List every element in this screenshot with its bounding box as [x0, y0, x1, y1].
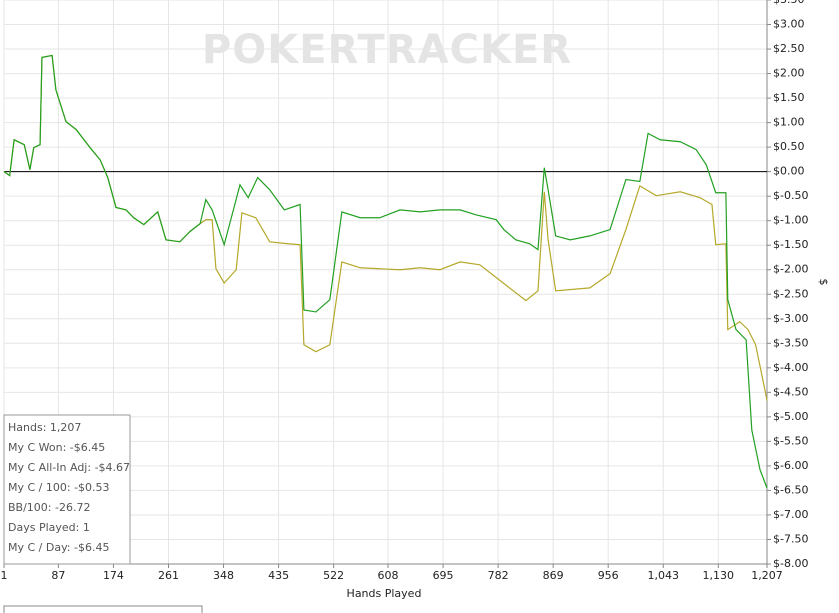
x-tick-label: 1,130	[703, 569, 735, 582]
y-tick-label: $-0.50	[773, 189, 808, 202]
x-axis-label: Hands Played	[347, 587, 422, 600]
y-tick-label: $-7.50	[773, 532, 808, 545]
y-tick-label: $-5.00	[773, 410, 808, 423]
y-tick-label: $-6.00	[773, 459, 808, 472]
x-tick-label: 174	[103, 569, 124, 582]
stats-text: My C All-In Adj: -$4.67	[8, 461, 130, 474]
x-tick-label: 1,043	[647, 569, 679, 582]
x-tick-label: 869	[543, 569, 564, 582]
stats-box	[3, 414, 131, 565]
y-tick-label: $3.00	[773, 18, 805, 31]
y-tick-label: $-8.00	[773, 557, 808, 570]
y-tick-label: $-4.50	[773, 385, 808, 398]
stats-text: Hands: 1,207	[8, 421, 81, 434]
x-tick-label: 435	[268, 569, 289, 582]
y-axis-label: $	[817, 279, 830, 286]
x-tick-label: 87	[51, 569, 65, 582]
x-tick-label: 522	[323, 569, 344, 582]
y-tick-label: $-3.00	[773, 312, 808, 325]
x-tick-label: 1	[1, 569, 8, 582]
stats-text: Days Played: 1	[8, 521, 90, 534]
y-tick-label: $2.50	[773, 42, 805, 55]
y-tick-label: $-2.00	[773, 263, 808, 276]
x-tick-label: 261	[158, 569, 179, 582]
y-tick-label: $2.00	[773, 67, 805, 80]
x-tick-label: 956	[598, 569, 619, 582]
x-tick-label: 608	[378, 569, 399, 582]
x-tick-label: 782	[488, 569, 509, 582]
stats-text: BB/100: -26.72	[8, 501, 90, 514]
stats-text: My C / 100: -$0.53	[8, 481, 110, 494]
x-tick-label: 1,207	[751, 569, 783, 582]
y-tick-label: $-5.50	[773, 434, 808, 447]
y-tick-label: $-6.50	[773, 483, 808, 496]
stats-text: My C Won: -$6.45	[8, 441, 105, 454]
y-tick-label: $3.50	[773, 0, 805, 6]
y-tick-label: $0.00	[773, 165, 805, 178]
y-tick-label: $0.50	[773, 140, 805, 153]
x-tick-label: 348	[213, 569, 234, 582]
y-tick-label: $-1.00	[773, 214, 808, 227]
series-line	[3, 54, 768, 489]
watermark: POKERTRACKER	[202, 27, 572, 73]
legend-box	[3, 605, 203, 613]
x-tick-label: 695	[433, 569, 454, 582]
y-tick-label: $1.50	[773, 91, 805, 104]
y-tick-label: $-3.50	[773, 336, 808, 349]
y-tick-label: $-1.50	[773, 238, 808, 251]
y-tick-label: $-4.00	[773, 361, 808, 374]
y-tick-label: $-2.50	[773, 287, 808, 300]
stats-text: My C / Day: -$6.45	[8, 541, 109, 554]
y-tick-label: $1.00	[773, 116, 805, 129]
y-tick-label: $-7.00	[773, 508, 808, 521]
